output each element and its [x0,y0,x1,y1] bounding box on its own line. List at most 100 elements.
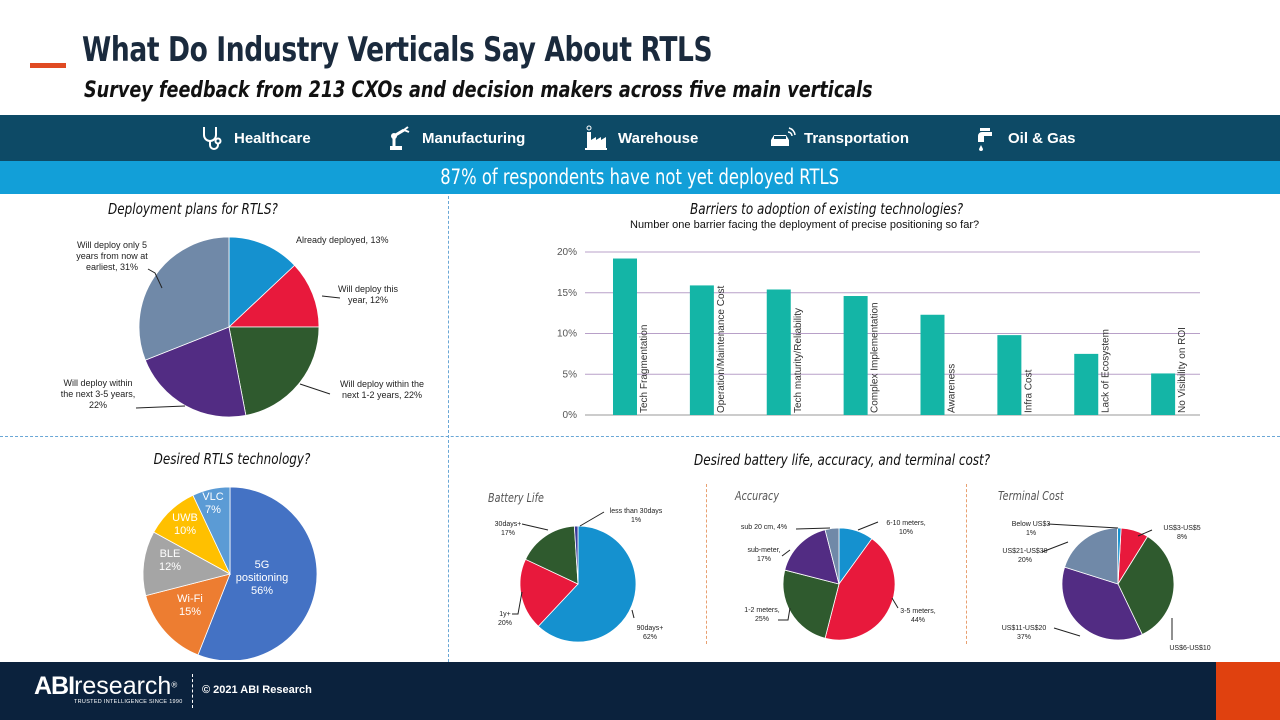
accuracy-pie-chart: 6-10 meters, 10% 3-5 meters, 44% 1-2 meters,… [741,520,936,641]
x-tick-label: Awareness [947,364,958,413]
pie-label: 5G [255,559,270,571]
pie-label: the next 3-5 years, [61,389,136,399]
vertical-label: Transportation [804,129,910,147]
divider-orange-2 [966,484,967,644]
pie-label: less than 30days [610,508,663,515]
pie-label: 17% [501,530,515,537]
pie-slice [784,529,840,585]
pie-label: 10% [899,529,913,536]
pie-slice [782,569,840,639]
logo-bold: ABI [34,672,75,700]
leader-line [631,609,635,619]
pie-label: Will deploy only 5 [77,240,147,250]
divider-vertical [448,196,449,662]
leader-line [1041,541,1069,553]
divider-horizontal [0,436,1280,437]
pie-label: 56% [251,585,273,597]
pie-label: 1% [631,517,641,524]
pie-slice [227,264,320,328]
pie-label: Wi-Fi [177,593,203,605]
technology-title: Desired RTLS technology? [153,450,311,468]
pie-label: Will deploy within [63,378,132,388]
bar [1151,373,1176,415]
pie-label: Already deployed, 13% [296,235,389,245]
leader-line [781,549,791,557]
pie-label: 44% [911,617,925,624]
pie-label: years from now at [76,251,148,261]
pie-label: 8% [1177,534,1187,541]
y-tick-label: 10% [557,329,577,340]
stethoscope-icon [203,127,222,150]
leader-line [1047,523,1119,529]
pie-label: VLC [202,491,223,503]
battery-accuracy-cost-title: Desired battery life, accuracy, and term… [694,451,991,469]
leader-line [857,521,879,531]
pie-slice [142,531,232,597]
x-tick-label: Tech Fragmentation [639,325,650,413]
footer: ABIresearch® TRUSTED INTELLIGENCE SINCE … [0,662,1280,720]
pie-slice [524,525,579,585]
warehouse-icon [585,125,607,150]
pie-slice [138,236,230,361]
vertical-warehouse: Warehouse [582,115,698,161]
bar [1074,353,1099,415]
pie-label: US$6-US$10 [1169,645,1210,650]
page-subtitle: Survey feedback from 213 CXOs and decisi… [84,78,873,103]
pie-label: US$21-US$30 [1002,548,1047,555]
pie-label: 17% [757,556,771,563]
leader-line [135,405,186,409]
leader-line [795,527,831,530]
barriers-title: Barriers to adoption of existing technol… [690,200,964,218]
cost-pie-chart: US$3-US$58%US$6-US$1034%US$11-US$2037%US… [1002,521,1211,650]
x-tick-label: Infra Cost [1023,369,1034,413]
y-tick-label: 15% [557,288,577,299]
pie-label: 7% [205,504,221,516]
pie-label: 20% [1018,557,1032,564]
bar [843,296,868,415]
leader-line [891,597,899,609]
logo-light: research [74,672,172,700]
abi-research-logo: ABIresearch® TRUSTED INTELLIGENCE SINCE … [34,672,183,705]
x-tick-label: Lack of Ecosystem [1100,329,1111,413]
bar [997,335,1022,415]
pie-label: positioning [236,572,289,584]
x-tick-label: Tech maturity/Reliability [793,308,804,413]
pie-label: 10% [174,525,196,537]
x-tick-label: Complex Implementation [870,302,881,413]
x-tick-label: Operation/Maintenance Cost [716,285,727,413]
pie-slice [824,538,896,641]
pie-label: 62% [643,634,657,641]
pie-slice [1117,535,1175,636]
pie-slice [228,326,320,416]
pie-slice [144,326,247,418]
pie-label: US$3-US$5 [1163,525,1200,532]
vertical-transportation: Transportation [768,115,909,161]
pie-label: Will deploy this [338,284,399,294]
leader-line [147,268,163,289]
barriers-subtitle: Number one barrier facing the deployment… [630,219,980,231]
faucet-drop-icon [978,128,992,151]
pie-label: sub-meter, [747,547,780,554]
connected-car-icon [771,127,796,146]
y-tick-label: 0% [563,410,578,421]
pie-label: Will deploy within the [340,379,424,389]
vertical-label: Warehouse [618,129,699,147]
divider-orange-1 [706,484,707,644]
footer-accent-block [1216,662,1280,720]
leader-line [1137,529,1153,537]
pie-label: sub 20 cm, 4% [741,524,787,531]
pie-label: year, 12% [348,295,388,305]
pie-slice [1061,566,1143,641]
pie-label: 90days+ [637,625,664,632]
y-tick-label: 5% [563,369,578,380]
leader-line [521,523,549,531]
pie-slice [192,486,231,575]
pie-label: 25% [755,616,769,623]
pie-label: 1% [1026,530,1036,537]
deployment-pie-chart: Already deployed, 13%Will deploy thisyea… [61,235,424,418]
pie-label: 20% [498,620,512,627]
pie-label: 12% [159,561,181,573]
pie-label: BLE [160,548,181,560]
pie-label: Below US$3 [1012,521,1051,528]
